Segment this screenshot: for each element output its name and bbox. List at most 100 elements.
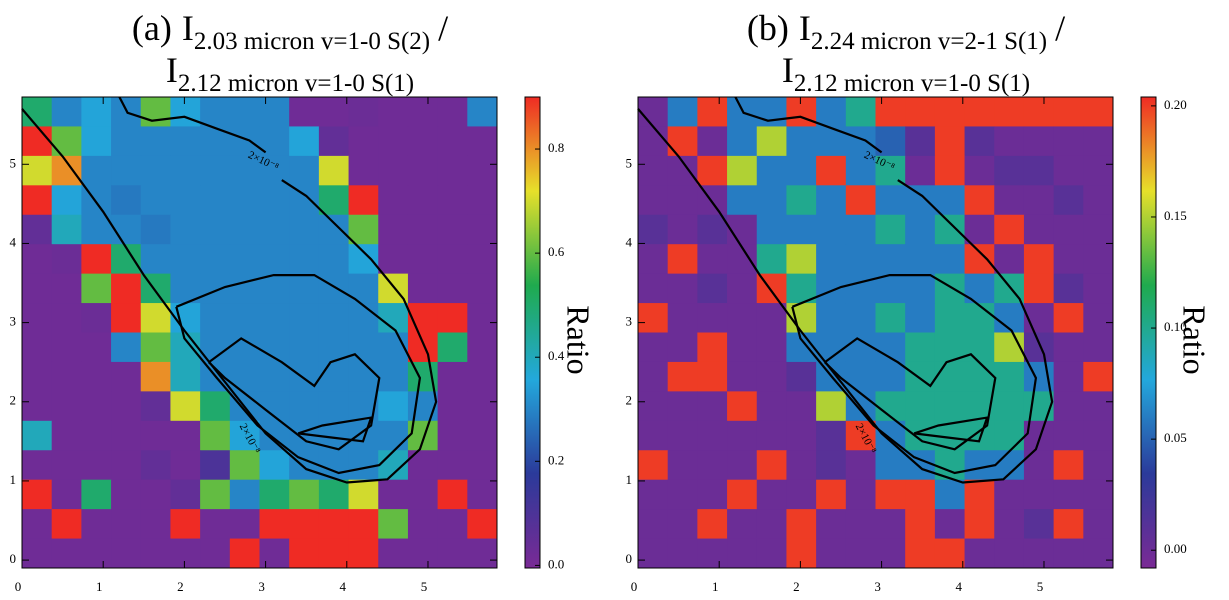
contour (637, 108, 1054, 484)
heat-cell (786, 214, 817, 245)
heat-cell (727, 450, 758, 481)
heat-cell (318, 391, 350, 422)
heat-cell (697, 332, 728, 363)
heat-cell (727, 509, 758, 540)
heat-cell (845, 509, 876, 540)
heat-cell (51, 391, 82, 422)
heat-cell (994, 155, 1025, 186)
heat-cell (994, 97, 1025, 127)
heat-cell (964, 361, 995, 392)
heat-cell (697, 538, 728, 569)
heat-cell (1053, 244, 1084, 275)
heat-cell (756, 244, 787, 275)
heat-cell (905, 391, 936, 422)
heat-cell (756, 479, 787, 510)
heat-cell (200, 479, 231, 510)
heat-cell (229, 155, 260, 186)
heat-cell (437, 479, 468, 510)
heat-cell (964, 479, 995, 510)
heat-cell (229, 303, 260, 333)
heat-cell (229, 97, 260, 127)
heat-cell (1083, 155, 1114, 186)
symbol: I (166, 50, 178, 90)
heat-cell (378, 361, 409, 392)
heat-cell (1083, 420, 1114, 451)
heat-cell (875, 538, 906, 569)
heat-cell (638, 185, 669, 216)
heat-cell (1023, 479, 1055, 510)
heat-cell (289, 185, 320, 216)
heat-cell (348, 420, 379, 451)
heat-cell (667, 273, 698, 304)
heat-cell (289, 273, 320, 304)
heat-cell (1083, 185, 1114, 216)
heat-cell (229, 538, 260, 569)
heat-cell (905, 97, 936, 127)
heat-cell (1023, 538, 1055, 569)
heat-cell (994, 509, 1025, 540)
heat-cell (348, 361, 379, 392)
heat-cell (170, 214, 201, 245)
heat-cell (289, 303, 320, 333)
heat-cell (289, 509, 320, 540)
heat-cell (727, 361, 758, 392)
colorbar-tick-label: 0.8 (548, 140, 564, 155)
heat-cell (697, 509, 728, 540)
heat-cell (786, 538, 817, 569)
heat-cell (407, 126, 439, 157)
heat-cell (111, 332, 142, 363)
heat-cell (667, 214, 698, 245)
heat-cell (638, 479, 669, 510)
x-tick-label: 4 (340, 579, 347, 594)
heat-cell (786, 420, 817, 451)
heat-cell (407, 332, 439, 363)
heat-cell (140, 391, 171, 422)
heat-cell (1083, 391, 1114, 422)
heat-cell (200, 509, 231, 540)
heat-cell (994, 391, 1025, 422)
heat-cell (229, 244, 260, 275)
heat-cell (727, 391, 758, 422)
heat-cell (1083, 538, 1114, 569)
heat-cell (467, 361, 498, 392)
heat-cell (964, 97, 995, 127)
heat-cell (816, 185, 847, 216)
plot-frame (21, 96, 498, 569)
heat-cell (22, 244, 53, 275)
x-tick-label: 0 (631, 579, 638, 594)
heat-cell (994, 244, 1025, 275)
heat-cell (467, 155, 498, 186)
heat-cell (467, 244, 498, 275)
heat-cell (756, 420, 787, 451)
heat-cell (1083, 244, 1114, 275)
heat-cell (200, 214, 231, 245)
heat-cell (1053, 420, 1084, 451)
heat-cell (170, 450, 201, 481)
heat-cell (467, 420, 498, 451)
heat-cell (140, 97, 171, 127)
colorbar-label: Ratio (561, 305, 597, 374)
heat-cell (200, 97, 231, 127)
heat-cell (1023, 332, 1055, 363)
heat-cell (697, 479, 728, 510)
heat-cell (289, 391, 320, 422)
heat-cell (51, 450, 82, 481)
heat-cell (905, 273, 936, 304)
colorbar-tick-label: 0.05 (1164, 430, 1187, 445)
heat-cell (378, 509, 409, 540)
heat-cell (81, 391, 112, 422)
heat-cell (756, 332, 787, 363)
heat-cell (259, 97, 290, 127)
heat-cell (51, 420, 82, 451)
heat-cell (378, 479, 409, 510)
heat-cell (1083, 479, 1114, 510)
heat-cell (378, 185, 409, 216)
heat-cell (407, 479, 439, 510)
heat-cell (200, 273, 231, 304)
heat-cell (994, 185, 1025, 216)
colorbar-tick-label: 0.15 (1164, 208, 1187, 223)
heat-cell (170, 155, 201, 186)
contour (734, 96, 883, 154)
heat-cell (348, 538, 379, 569)
heat-cell (81, 450, 112, 481)
